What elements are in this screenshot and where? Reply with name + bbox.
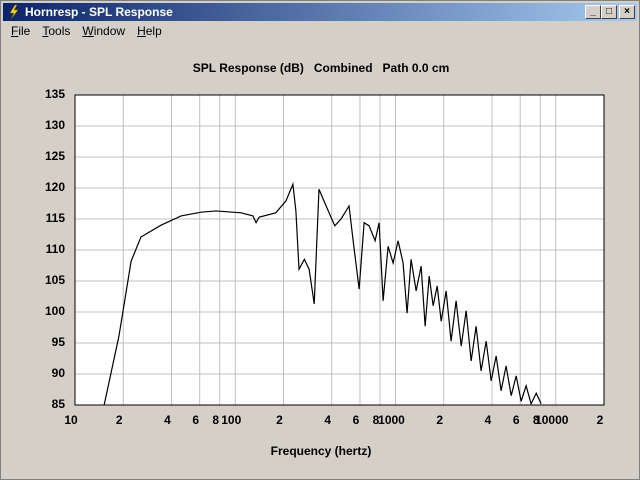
y-tick-label: 135 — [45, 87, 65, 101]
x-tick-label: 4 — [164, 413, 171, 427]
x-tick-label: 2 — [436, 413, 443, 427]
y-tick-label: 90 — [52, 366, 66, 380]
x-tick-label: 6 — [513, 413, 520, 427]
y-tick-label: 105 — [45, 273, 65, 287]
x-tick-label: 10000 — [535, 413, 569, 427]
x-tick-label: 8 — [373, 413, 380, 427]
y-tick-label: 115 — [46, 211, 66, 225]
y-tick-label: 100 — [45, 304, 65, 318]
menu-item[interactable]: Tools — [42, 24, 71, 38]
app-icon — [9, 4, 19, 20]
x-tick-label: 6 — [192, 413, 199, 427]
menu-item[interactable]: Help — [137, 24, 162, 38]
x-axis-label: Frequency (hertz) — [271, 444, 372, 458]
spl-curve — [103, 181, 542, 405]
x-tick-label: 4 — [324, 413, 331, 427]
x-tick-label: 2 — [116, 413, 123, 427]
title-bar: Hornresp - SPL Response _ □ × — [3, 3, 637, 21]
x-tick-label: 2 — [597, 413, 604, 427]
maximize-button[interactable]: □ — [601, 5, 617, 19]
y-tick-label: 120 — [45, 180, 65, 194]
x-tick-label: 1000 — [378, 413, 405, 427]
y-tick-label: 85 — [52, 397, 66, 411]
x-tick-label: 2 — [276, 413, 283, 427]
y-tick-label: 125 — [45, 149, 65, 163]
x-tick-label: 6 — [353, 413, 360, 427]
menu-item[interactable]: File — [11, 24, 31, 38]
menu-item[interactable]: Window — [82, 24, 126, 38]
window-title: Hornresp - SPL Response — [25, 5, 173, 19]
y-tick-label: 95 — [52, 335, 66, 349]
x-tick-label: 10 — [64, 413, 78, 427]
minimize-button[interactable]: _ — [585, 5, 601, 19]
x-tick-label: 4 — [485, 413, 492, 427]
y-tick-label: 130 — [45, 118, 65, 132]
x-tick-label: 8 — [533, 413, 540, 427]
menu-bar: File Tools Window Help — [5, 24, 168, 40]
chart-title: SPL Response (dB) Combined Path 0.0 cm — [193, 61, 450, 75]
close-button[interactable]: × — [619, 5, 635, 19]
y-tick-label: 110 — [46, 242, 66, 256]
x-tick-label: 100 — [221, 413, 241, 427]
plot-border — [74, 94, 605, 406]
x-tick-label: 8 — [212, 413, 219, 427]
